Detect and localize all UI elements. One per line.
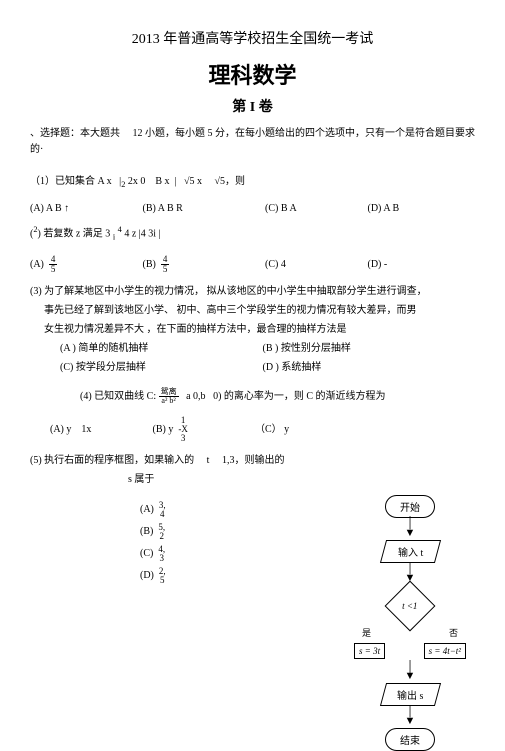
q4-opt-c: （C） y: [255, 420, 289, 435]
q5a-frac: 3,4: [159, 501, 166, 519]
q2-opt-d: (D) -: [368, 259, 388, 270]
exam-title: 2013 年普通高等学校招生全国统一考试: [30, 28, 475, 48]
paper-section: 第 I 卷: [30, 96, 475, 116]
q5b-frac: 5,2: [158, 523, 165, 541]
question-3: (3) 为了解某地区中小学生的视力情况， 拟从该地区的中小学生中抽取部分学生进行…: [30, 282, 475, 377]
q2-opt-b-label: (B): [143, 259, 156, 270]
arrow-icon: │▼: [350, 663, 470, 683]
q4-opt-a-val: 1x: [81, 424, 91, 435]
arrow-icon: │▼: [350, 519, 470, 539]
q3-line1: (3) 为了解某地区中小学生的视力情况， 拟从该地区的中小学生中抽取部分学生进行…: [30, 282, 475, 301]
flow-right: s = 4t−t²: [424, 643, 466, 659]
q5c-frac: 4,3: [158, 545, 165, 563]
q4-opt-b-label: (B) y: [153, 424, 174, 435]
flow-output: 输出 s: [379, 683, 440, 706]
q4-opt-b-frac: 1 -X 3: [178, 416, 188, 443]
q1-stem-d: √5 x: [184, 176, 202, 187]
q1-options: (A) A B ↑ (B) A B R (C) B A (D) A B: [30, 203, 475, 214]
q1-stem-e: √5，则: [215, 176, 246, 187]
q2-opt-b: (B) 45: [143, 255, 263, 274]
q3-opt-a: (A ) 简单的随机抽样: [60, 339, 260, 358]
q2-opt-a-frac: 45: [49, 255, 58, 274]
q5-stem-b: t: [207, 455, 210, 466]
flow-start: 开始: [385, 495, 435, 518]
q2-opt-b-frac: 45: [161, 255, 170, 274]
flow-decision-wrap: t <1: [350, 588, 470, 624]
q2-options: (A) 45 (B) 45 (C) 4 (D) -: [30, 255, 475, 274]
q1-stem-c: B x: [155, 176, 169, 187]
q1-opt-d: (D) A B: [368, 203, 400, 214]
subject-title: 理科数学: [30, 58, 475, 90]
q3-options: (A ) 简单的随机抽样 (B ) 按性别分层抽样 (C) 按学段分层抽样 (D…: [60, 339, 475, 377]
q4-stem-b: a 0,b: [186, 391, 205, 402]
flow-output-text: 输出 s: [397, 687, 423, 702]
q3-line2: 事先已经了解到该地区小学、 初中、高中三个学段学生的视力情况有较大差异，而男: [44, 301, 475, 320]
q2-sup: 4: [118, 225, 122, 234]
q2-opt-a-label: (A): [30, 259, 44, 270]
flowchart: 开始 │▼ 输入 t │▼ t <1 是 否 s = 3t s = 4t−t² …: [350, 495, 470, 751]
q5-stem-a: (5) 执行右面的程序框图，如果输入的: [30, 455, 194, 466]
q3-opt-b: (B ) 按性别分层抽样: [263, 343, 351, 354]
question-4: (4) 已知双曲线 C: 鸳离 a² b² a 0,b 0) 的离心率为一，则 …: [80, 387, 475, 406]
q1-opt-b: (B) A B R: [143, 203, 263, 214]
instruction: 、选择题：本大题共 12 小题，每小题 5 分，在每小题给出的四个选项中，只有一…: [30, 126, 475, 158]
question-1: （1）已知集合 A x |2 2x 0 B x | √5 x √5，则: [30, 172, 475, 193]
q4-frac: 鸳离 a² b²: [159, 388, 179, 405]
q5-opt-c: (C): [140, 548, 153, 559]
flow-left: s = 3t: [354, 643, 385, 659]
q3-line3: 女生视力情况差异不大 ，在下面的抽样方法中，最合理的抽样方法是: [44, 320, 475, 339]
arrow-icon: │▼: [350, 707, 470, 727]
q4-stem-a: (4) 已知双曲线 C:: [80, 391, 156, 402]
q4-opt-a-label: (A) y: [50, 424, 71, 435]
q5-stem-c: 1,3，则输出的: [222, 455, 285, 466]
q1-stem-b: 2x 0: [128, 176, 146, 187]
flow-no: 否: [449, 626, 458, 639]
q1-opt-a: (A) A B ↑: [30, 203, 140, 214]
q2-opt-c: (C) 4: [265, 259, 365, 270]
question-5: (5) 执行右面的程序框图，如果输入的 t 1,3，则输出的 s 属于: [30, 451, 475, 489]
q3-opt-c: (C) 按学段分层抽样: [60, 358, 260, 377]
flow-input-text: 输入 t: [397, 544, 422, 559]
instruction-prefix: 、选择题：本大题共: [30, 128, 120, 139]
q4-stem-c: 0) 的离心率为一，则 C 的渐近线方程为: [213, 391, 386, 402]
q5-opt-a: (A): [140, 504, 154, 515]
q1-opt-c: (C) B A: [265, 203, 365, 214]
question-2: (2) 若复数 z 满足 3 i 4 4 z |4 3i |: [30, 222, 475, 245]
q4-opt-a: (A) y 1x: [50, 424, 150, 435]
flow-yes: 是: [362, 626, 371, 639]
flow-cond-text: t <1: [402, 601, 417, 611]
flow-input: 输入 t: [379, 540, 440, 563]
q5-stem-d: s 属于: [128, 474, 154, 485]
q5-opt-d: (D): [140, 570, 154, 581]
q1-stem-a: （1）已知集合 A x: [30, 176, 112, 187]
flow-branches: s = 3t s = 4t−t²: [350, 643, 470, 659]
q5-opt-b: (B): [140, 526, 153, 537]
q4-opt-b: (B) y 1 -X 3: [153, 416, 253, 443]
q4-options: (A) y 1x (B) y 1 -X 3 （C） y: [50, 416, 475, 443]
flow-end: 结束: [385, 728, 435, 751]
flow-decision: t <1: [385, 580, 436, 631]
q2-stem-b: 4 z |4 3i |: [124, 228, 160, 239]
q5d-frac: 2,5: [159, 567, 166, 585]
q2-stem-a: 若复数 z 满足 3: [43, 228, 110, 239]
q2-opt-a: (A) 45: [30, 255, 140, 274]
q3-opt-d: (D ) 系统抽样: [263, 362, 322, 373]
